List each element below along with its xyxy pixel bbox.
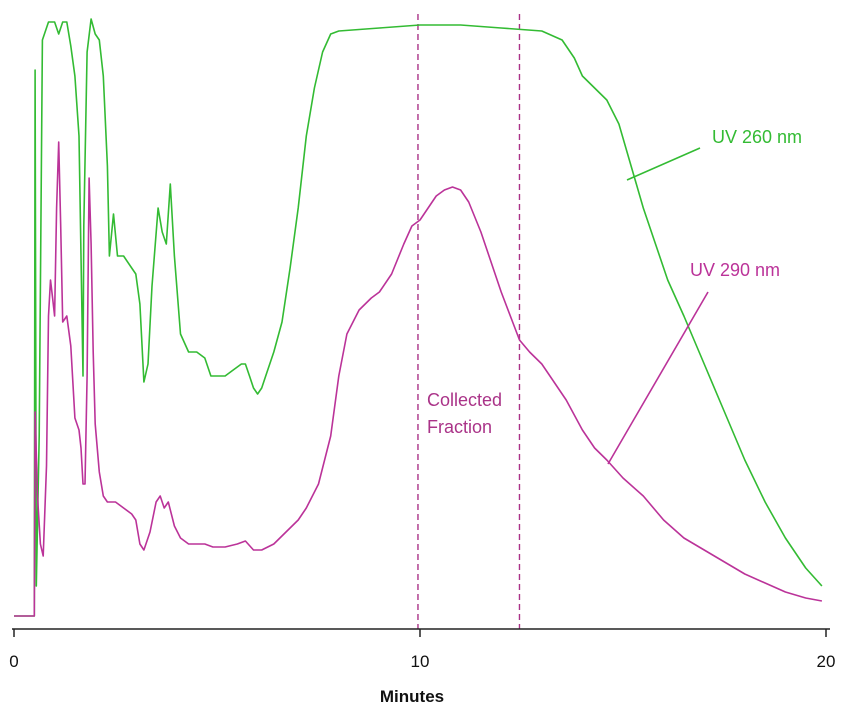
- x-axis-title: Minutes: [380, 687, 444, 706]
- collected-fraction-label-line1: Collected: [427, 390, 502, 410]
- uv260-label: UV 260 nm: [712, 127, 802, 147]
- uv260-trace: [14, 18, 823, 617]
- x-tick-label-20: 20: [817, 652, 836, 671]
- uv290-trace: [14, 141, 823, 617]
- plot-area: [13, 14, 827, 637]
- x-tick-label-10: 10: [411, 652, 430, 671]
- x-tick-label-0: 0: [9, 652, 18, 671]
- uv260-label-leader: [626, 147, 701, 181]
- uv290-label-leader: [607, 291, 709, 465]
- uv290-label: UV 290 nm: [690, 260, 780, 280]
- collected-fraction-label-line2: Fraction: [427, 417, 492, 437]
